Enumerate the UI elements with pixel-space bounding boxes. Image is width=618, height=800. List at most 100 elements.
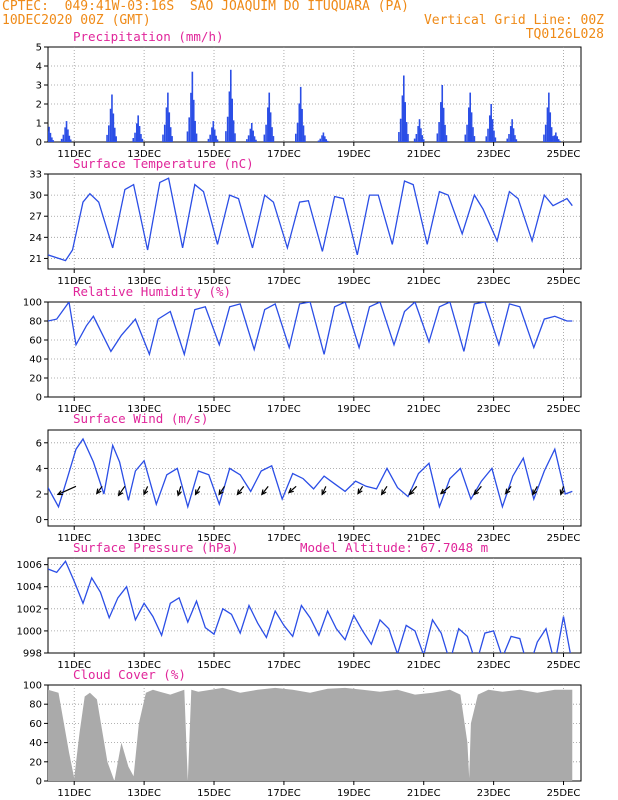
precip-bar-9-6 (272, 136, 275, 142)
precip-bar-1-6 (69, 139, 72, 142)
precip-bar-19-5 (557, 139, 560, 142)
precip-bar-14-0 (436, 133, 439, 142)
precip-bar-12-4 (404, 102, 406, 142)
precip-bar-8-1 (247, 135, 250, 142)
precip-bar-1-4 (67, 129, 69, 142)
wind-arrowhead-13 (408, 489, 415, 496)
temp-xtick-label-4: 19DEC (337, 276, 371, 287)
precip-xtick-label-6: 23DEC (477, 149, 511, 160)
wind-xtick-label-3: 17DEC (267, 533, 301, 544)
precip-bar-6-4 (213, 129, 216, 142)
precip-bar-14-5 (444, 124, 446, 142)
precip-bar-3-0 (132, 138, 135, 142)
temp-ytick-label-4: 33 (29, 170, 42, 181)
precip-bar-0-3 (48, 126, 50, 142)
temp-xtick-label-0: 11DEC (57, 276, 91, 287)
wind-xtick-label-5: 21DEC (407, 533, 441, 544)
precip-bar-7-1 (226, 116, 229, 142)
wind-title: Surface Wind (m/s) (73, 411, 208, 426)
precip-bar-11-3 (322, 132, 325, 142)
precip-xtick-label-5: 21DEC (407, 149, 441, 160)
precip-bar-17-0 (506, 138, 509, 142)
precip-xtick-label-4: 19DEC (337, 149, 371, 160)
cloud-title: Cloud Cover (%) (73, 667, 186, 682)
precip-bar-11-6 (326, 140, 329, 142)
wind-arrowhead-18 (559, 489, 565, 496)
wind-arrowhead-4 (176, 490, 182, 497)
precip-bar-8-4 (252, 130, 254, 142)
cloud-xtick-label-7: 25DEC (547, 788, 581, 799)
wind-arrow-2 (118, 485, 126, 496)
rh-xtick-label-2: 15DEC (197, 404, 231, 415)
wind-arrowhead-6 (218, 489, 224, 496)
wind-arrow-12 (381, 485, 388, 495)
wind-arrowhead-11 (357, 488, 363, 495)
wind-ytick-label-3: 6 (36, 438, 42, 449)
temp-xtick-label-7: 25DEC (547, 276, 581, 287)
precip-bar-6-6 (216, 139, 219, 142)
temp-line (48, 177, 573, 262)
wind-arrowhead-10 (321, 489, 327, 496)
precip-bar-3-3 (137, 115, 139, 142)
precip-bar-4-5 (169, 127, 172, 142)
precip-bar-11-5 (325, 139, 328, 142)
precip-bar-10-3 (299, 86, 302, 142)
pres-xtick-label-7: 25DEC (547, 660, 581, 671)
precip-bar-1-3 (65, 121, 68, 142)
precip-bar-13-2 (417, 126, 419, 142)
pres-ytick-label-1: 1000 (17, 626, 42, 637)
precip-bar-0-1 (45, 137, 47, 142)
wind-arrow-14 (440, 485, 451, 494)
precip-bar-9-4 (269, 112, 272, 142)
wind-arrow-1 (96, 485, 103, 494)
precip-bar-13-4 (420, 128, 422, 142)
pres-xtick-label-1: 13DEC (127, 660, 161, 671)
precip-bar-5-2 (190, 92, 192, 142)
precip-bar-2-3 (111, 94, 113, 142)
precip-bar-6-1 (209, 134, 211, 142)
wind-line (48, 437, 573, 510)
precip-xtick-label-0: 11DEC (57, 149, 91, 160)
rh-xtick-label-7: 25DEC (547, 404, 581, 415)
rh-ytick-label-2: 40 (29, 355, 42, 366)
precip-bar-10-2 (298, 103, 301, 142)
wind-xtick-label-1: 13DEC (127, 533, 161, 544)
precip-xtick-label-2: 15DEC (197, 149, 231, 160)
precip-bar-10-6 (304, 135, 306, 142)
pres-xtick-label-2: 15DEC (197, 660, 231, 671)
pres-title: Surface Pressure (hPa) (73, 540, 239, 555)
temp-xtick-label-5: 21DEC (407, 276, 441, 287)
precip-bar-11-1 (319, 138, 322, 142)
wind-arrow-16 (505, 485, 512, 494)
rh-ytick-label-0: 0 (36, 393, 42, 404)
precip-bar-12-1 (399, 118, 402, 142)
precip-bar-17-3 (511, 119, 513, 142)
pres-frame (47, 557, 582, 654)
rh-line (48, 302, 573, 357)
pres-line (48, 560, 571, 653)
precip-bar-7-2 (228, 91, 231, 142)
precip-bar-9-2 (267, 107, 269, 142)
pres-subtitle: Model Altitude: 67.7048 m (300, 540, 488, 555)
precip-bar-0-4 (49, 132, 52, 142)
precip-bar-16-5 (493, 130, 495, 142)
precip-bar-16-3 (490, 104, 492, 142)
precip-bar-4-4 (168, 112, 171, 142)
temp-xtick-label-2: 15DEC (197, 276, 231, 287)
precip-bar-13-1 (415, 134, 418, 142)
header-line2-right: Vertical Grid Line: 00Z (423, 13, 604, 28)
precip-bar-0-6 (52, 140, 55, 142)
precip-bar-6-0 (207, 138, 210, 142)
precip-bar-17-2 (509, 126, 512, 142)
precip-bar-5-3 (191, 71, 194, 142)
wind-arrow-5 (195, 486, 201, 495)
rh-xtick-label-1: 13DEC (127, 404, 161, 415)
wind-ytick-label-0: 0 (36, 515, 42, 526)
temp-xtick-label-1: 13DEC (127, 276, 161, 287)
precip-bar-17-6 (515, 139, 518, 142)
precip-ytick-label-3: 3 (36, 81, 42, 92)
cloud-area (48, 687, 573, 781)
wind-arrow-4 (177, 486, 182, 496)
precip-bar-3-1 (134, 132, 136, 142)
rh-ytick-label-5: 100 (23, 298, 42, 309)
